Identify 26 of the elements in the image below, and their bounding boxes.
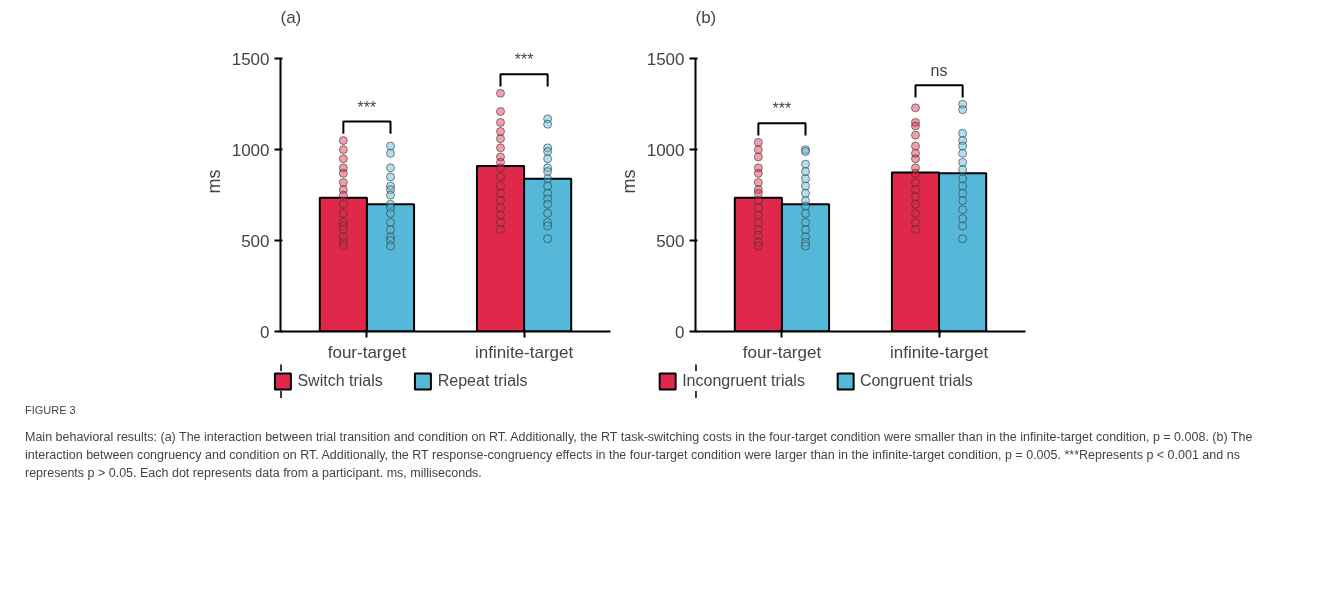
x-tick-label: four-target [742,342,822,362]
annotation: *** [772,100,792,118]
annotation: *** [514,51,534,69]
y-tick-label: 1500 [231,49,270,69]
legend-label: Incongruent trials [682,372,805,390]
legend-label: Repeat trials [437,372,528,390]
legend-label: Switch trials [297,372,383,390]
x-tick-label: infinite-target [889,342,989,362]
y-tick-label: 0 [675,322,685,342]
x-tick-label: four-target [327,342,407,362]
y-tick-label: 1500 [646,49,685,69]
y-tick-label: 500 [241,231,270,251]
y-tick-label: 0 [260,322,270,342]
y-tick-label: 500 [656,231,685,251]
chart-title: (a) [280,7,302,27]
legend-label: Congruent trials [859,372,973,390]
y-tick-label: 1000 [646,140,685,160]
caption: FIGURE 3 [25,403,76,418]
x-tick-label: infinite-target [474,342,574,362]
y-axis-title: ms [203,169,224,194]
text: Main behavioral results: (a) The interaction between trial transition and condition on RT. Additionally, the RT task-switching costs in the four-target condition were smaller than in the infinite-target condition, p = 0.008. (b) The interaction between congruency and condition on RT. Additionally, the RT response-congruency effects in the four-target condition were larger than in the infinite-target condition, p = 0.005. ***Represents p < 0.001 and ns represents p > 0.05. Each dot represents data from a participant. ms, milliseconds. [25,429,1254,482]
y-axis-title: ms [618,169,639,194]
chart-title: (b) [695,7,717,27]
annotation: ns [930,62,948,80]
annotation: *** [357,98,377,116]
y-tick-label: 1000 [231,140,270,160]
